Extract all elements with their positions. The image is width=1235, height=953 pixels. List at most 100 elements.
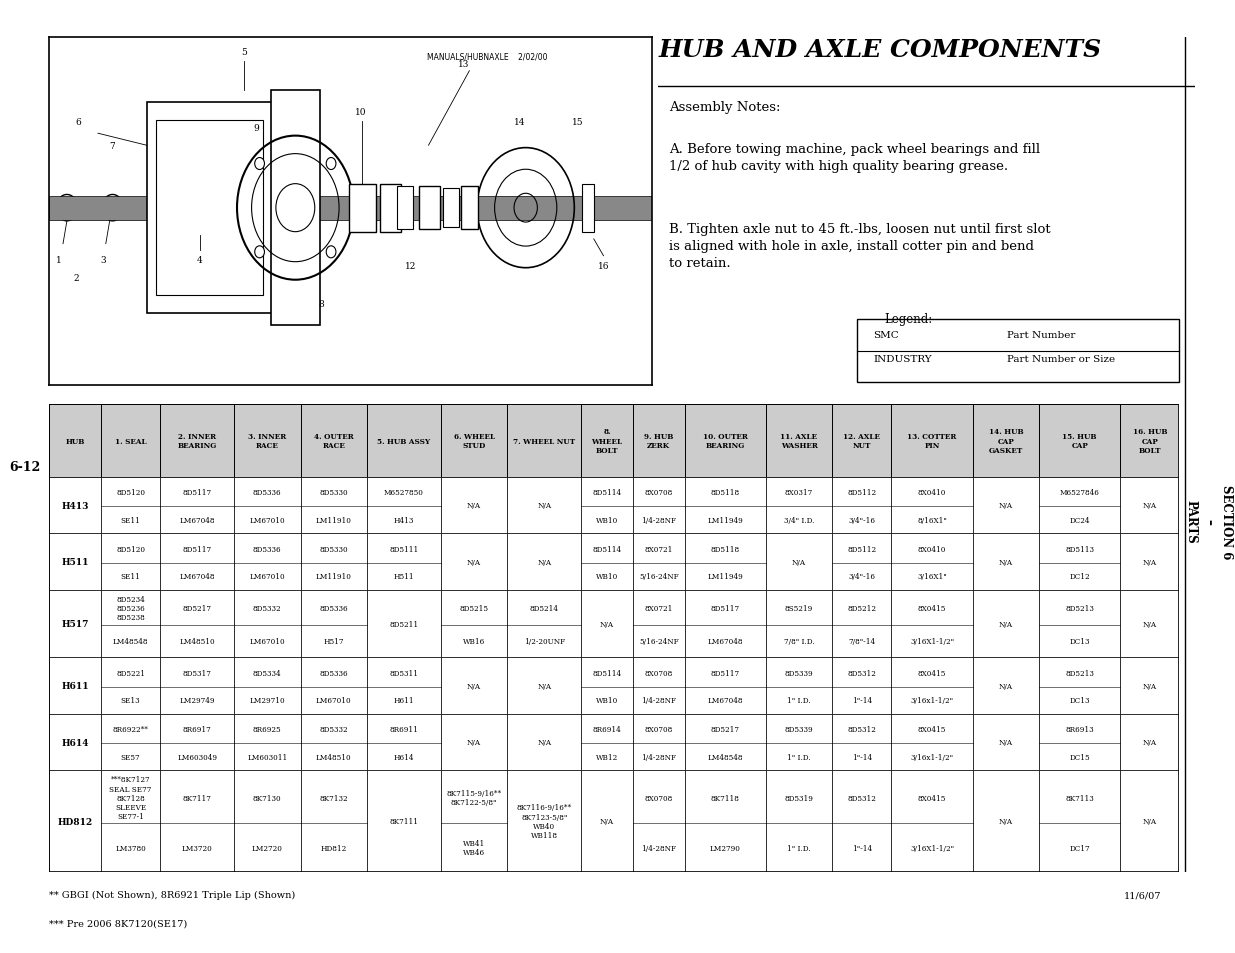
Text: N/A: N/A	[792, 558, 806, 566]
Text: 15. HUB
CAP: 15. HUB CAP	[1062, 433, 1097, 450]
Bar	[235, 658, 300, 714]
Text: 8X0721: 8X0721	[645, 604, 673, 613]
Text: 3/4"-16: 3/4"-16	[848, 517, 876, 524]
Text: LM67048: LM67048	[708, 697, 743, 704]
Bar	[892, 590, 973, 658]
Text: N/A: N/A	[600, 620, 614, 628]
Text: 3/4"-16: 3/4"-16	[848, 573, 876, 580]
Text: N/A: N/A	[467, 739, 482, 746]
Text: 15: 15	[572, 117, 584, 127]
Text: 8R6925: 8R6925	[253, 725, 282, 734]
Text: 8X0721: 8X0721	[645, 545, 673, 553]
Text: 1" I.D.: 1" I.D.	[787, 753, 811, 761]
Text: HUB: HUB	[65, 437, 85, 445]
Bar	[892, 534, 973, 590]
Bar	[508, 405, 582, 477]
Text: N/A: N/A	[999, 620, 1013, 628]
Bar	[973, 590, 1039, 658]
Text: 8/16X1": 8/16X1"	[918, 517, 947, 524]
Bar	[235, 771, 300, 872]
Text: Part Number or Size: Part Number or Size	[1008, 355, 1115, 364]
Bar	[832, 658, 892, 714]
Bar	[508, 658, 582, 714]
Bar	[892, 477, 973, 534]
Text: 8D5117: 8D5117	[183, 545, 211, 553]
Text: 5: 5	[241, 48, 247, 57]
Bar	[367, 534, 441, 590]
Text: 5/16-24NF: 5/16-24NF	[638, 573, 678, 580]
Bar	[632, 405, 684, 477]
Bar	[441, 405, 508, 477]
Text: 3/4" I.D.: 3/4" I.D.	[784, 517, 814, 524]
Text: N/A: N/A	[467, 501, 482, 510]
Text: 1: 1	[57, 255, 62, 265]
Bar	[367, 590, 441, 658]
Bar	[508, 771, 582, 872]
Text: 8D5339: 8D5339	[784, 725, 814, 734]
Bar	[1120, 771, 1179, 872]
Text: 1" I.D.: 1" I.D.	[787, 843, 811, 852]
Text: 11/6/07: 11/6/07	[1124, 890, 1161, 899]
Text: N/A: N/A	[999, 739, 1013, 746]
Text: DC12: DC12	[1070, 573, 1091, 580]
Bar	[161, 658, 235, 714]
Text: A. Before towing machine, pack wheel bearings and fill
1/2 of hub cavity with hi: A. Before towing machine, pack wheel bea…	[669, 143, 1040, 172]
Bar	[101, 477, 161, 534]
Text: LM11910: LM11910	[316, 517, 352, 524]
Text: 8D5332: 8D5332	[320, 725, 348, 734]
Text: LM11910: LM11910	[316, 573, 352, 580]
Text: 9. HUB
ZERK: 9. HUB ZERK	[643, 433, 673, 450]
Bar	[582, 590, 632, 658]
Bar	[49, 590, 101, 658]
Text: H511: H511	[62, 558, 89, 566]
Bar	[161, 534, 235, 590]
Text: 7/8"-14: 7/8"-14	[848, 638, 876, 645]
Bar	[49, 714, 101, 771]
Text: M6527850: M6527850	[384, 489, 424, 497]
Bar	[1120, 405, 1179, 477]
Text: 8D5330: 8D5330	[320, 545, 348, 553]
Text: 4: 4	[198, 255, 203, 265]
Text: 9: 9	[253, 124, 259, 132]
Text: 1" I.D.: 1" I.D.	[787, 697, 811, 704]
Bar	[235, 534, 300, 590]
Text: 5. HUB ASSY: 5. HUB ASSY	[378, 437, 431, 445]
Bar	[380, 185, 401, 233]
Text: LM2720: LM2720	[252, 843, 283, 852]
Text: LM29749: LM29749	[179, 697, 215, 704]
Text: 8K7132: 8K7132	[320, 794, 348, 801]
Bar	[443, 190, 458, 228]
Text: LM48548: LM48548	[112, 638, 148, 645]
Bar	[766, 771, 832, 872]
Text: N/A: N/A	[1142, 501, 1157, 510]
Text: 8D5221: 8D5221	[116, 669, 146, 677]
Text: 8D5117: 8D5117	[710, 604, 740, 613]
Text: N/A: N/A	[467, 558, 482, 566]
Bar	[49, 477, 101, 534]
Bar	[49, 534, 101, 590]
Bar	[508, 714, 582, 771]
Bar	[300, 534, 367, 590]
Bar	[367, 477, 441, 534]
Bar	[300, 477, 367, 534]
Text: MANUALS/HUBNAXLE    2/02/00: MANUALS/HUBNAXLE 2/02/00	[426, 52, 547, 62]
Text: 8D5234
8D5236
8D5238: 8D5234 8D5236 8D5238	[116, 596, 144, 621]
Text: 6: 6	[75, 117, 82, 127]
Bar	[684, 477, 766, 534]
Text: 8X0415: 8X0415	[918, 669, 946, 677]
Bar	[892, 771, 973, 872]
Text: 3/16X1": 3/16X1"	[918, 573, 947, 580]
Text: 13. COTTER
PIN: 13. COTTER PIN	[908, 433, 957, 450]
Text: N/A: N/A	[999, 501, 1013, 510]
Bar	[147, 103, 273, 314]
Circle shape	[326, 158, 336, 171]
Text: Part Number: Part Number	[1008, 331, 1076, 339]
Text: 8D5312: 8D5312	[847, 794, 877, 801]
Text: 8D5332: 8D5332	[253, 604, 282, 613]
Text: 8D5113: 8D5113	[1066, 545, 1094, 553]
Text: N/A: N/A	[537, 558, 551, 566]
Bar	[632, 658, 684, 714]
Text: LM48510: LM48510	[179, 638, 215, 645]
Circle shape	[254, 158, 264, 171]
Text: LM11949: LM11949	[708, 517, 743, 524]
